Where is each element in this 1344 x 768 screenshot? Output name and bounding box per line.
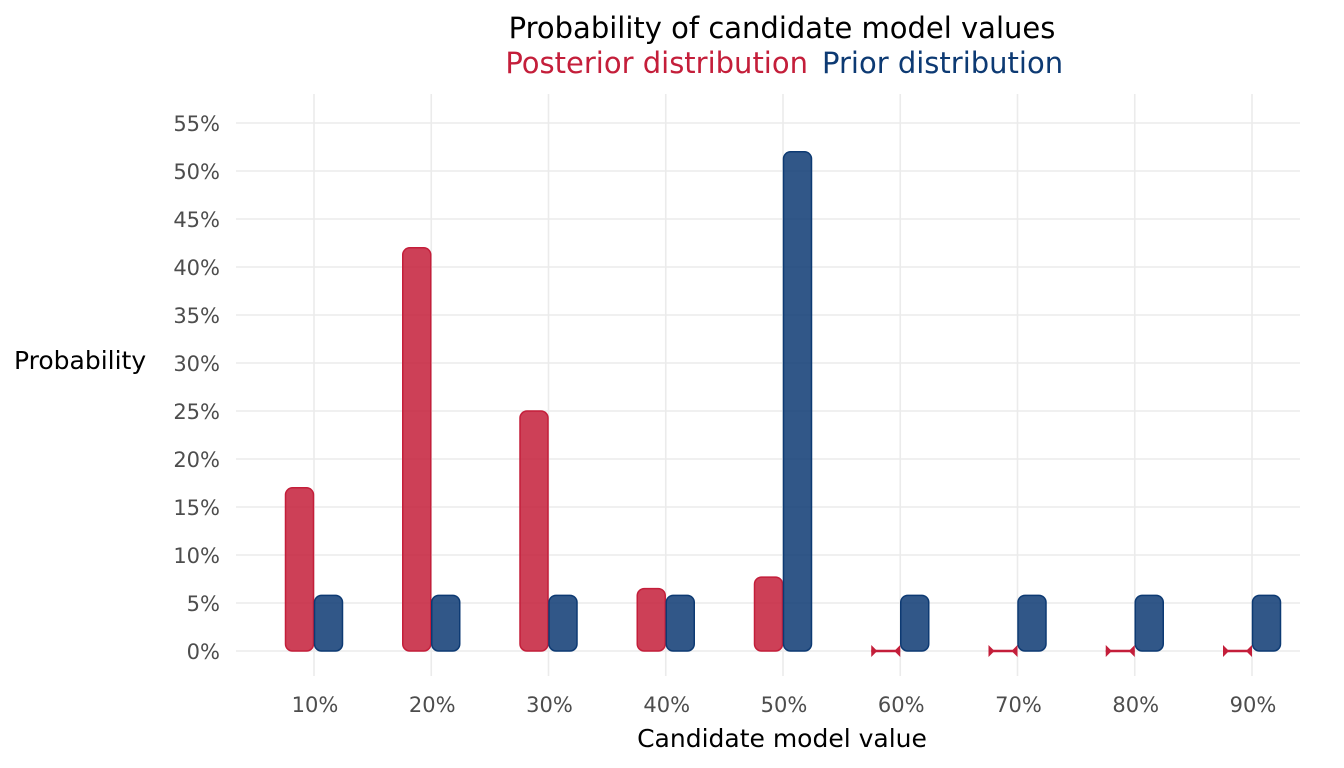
prior-bar <box>782 151 813 652</box>
prior-bar <box>1251 594 1282 652</box>
x-tick-label: 80% <box>1112 693 1159 717</box>
posterior-bar <box>402 247 432 652</box>
y-tick-label: 35% <box>173 304 220 328</box>
x-tick-label: 20% <box>409 693 456 717</box>
prior-bar <box>1017 594 1047 652</box>
y-tick-label: 0% <box>187 640 220 664</box>
y-tick-label: 30% <box>173 352 220 376</box>
prior-bar <box>313 594 344 652</box>
x-tick-label: 60% <box>878 693 925 717</box>
x-tick-label: 10% <box>292 693 339 717</box>
x-tick-label: 90% <box>1230 693 1277 717</box>
posterior-bar <box>636 587 666 652</box>
x-tick-label: 70% <box>995 693 1042 717</box>
prior-bar <box>900 594 930 652</box>
y-tick-label: 55% <box>173 112 220 136</box>
y-tick-label: 25% <box>173 400 220 424</box>
y-tick-label: 20% <box>173 448 220 472</box>
y-tick-label: 45% <box>173 208 220 232</box>
chart-title: Probability of candidate model values <box>509 11 1056 45</box>
y-axis-title: Probability <box>14 346 146 375</box>
y-tick-label: 5% <box>187 592 220 616</box>
x-tick-label: 30% <box>526 693 573 717</box>
y-tick-label: 10% <box>173 544 220 568</box>
y-tick-label: 15% <box>173 496 220 520</box>
x-axis-title: Candidate model value <box>637 724 927 753</box>
legend-prior: Prior distribution <box>822 46 1063 80</box>
posterior-bar <box>988 645 1018 657</box>
x-axis-ticks: 10% 20% 30% 40% 50% 60% 70% 80% 90% <box>292 693 1277 717</box>
posterior-bar <box>871 645 901 657</box>
legend-posterior: Posterior distribution <box>505 46 808 80</box>
y-tick-label: 40% <box>173 256 220 280</box>
prior-bar <box>1134 594 1164 652</box>
prior-bar <box>548 594 578 652</box>
posterior-bar <box>519 410 549 652</box>
y-axis-ticks: 0% 5% 10% 15% 20% 25% 30% 35% 40% 45% 50% 55% <box>173 112 220 664</box>
x-tick-label: 50% <box>761 693 808 717</box>
prior-bar <box>665 594 695 652</box>
x-tick-label: 40% <box>643 693 690 717</box>
prior-bar <box>431 594 461 652</box>
y-tick-label: 50% <box>173 160 220 184</box>
posterior-bar <box>1105 645 1135 657</box>
posterior-bar <box>284 487 315 652</box>
posterior-bar <box>1223 645 1252 657</box>
bars <box>284 151 1282 657</box>
posterior-bar <box>753 576 784 652</box>
